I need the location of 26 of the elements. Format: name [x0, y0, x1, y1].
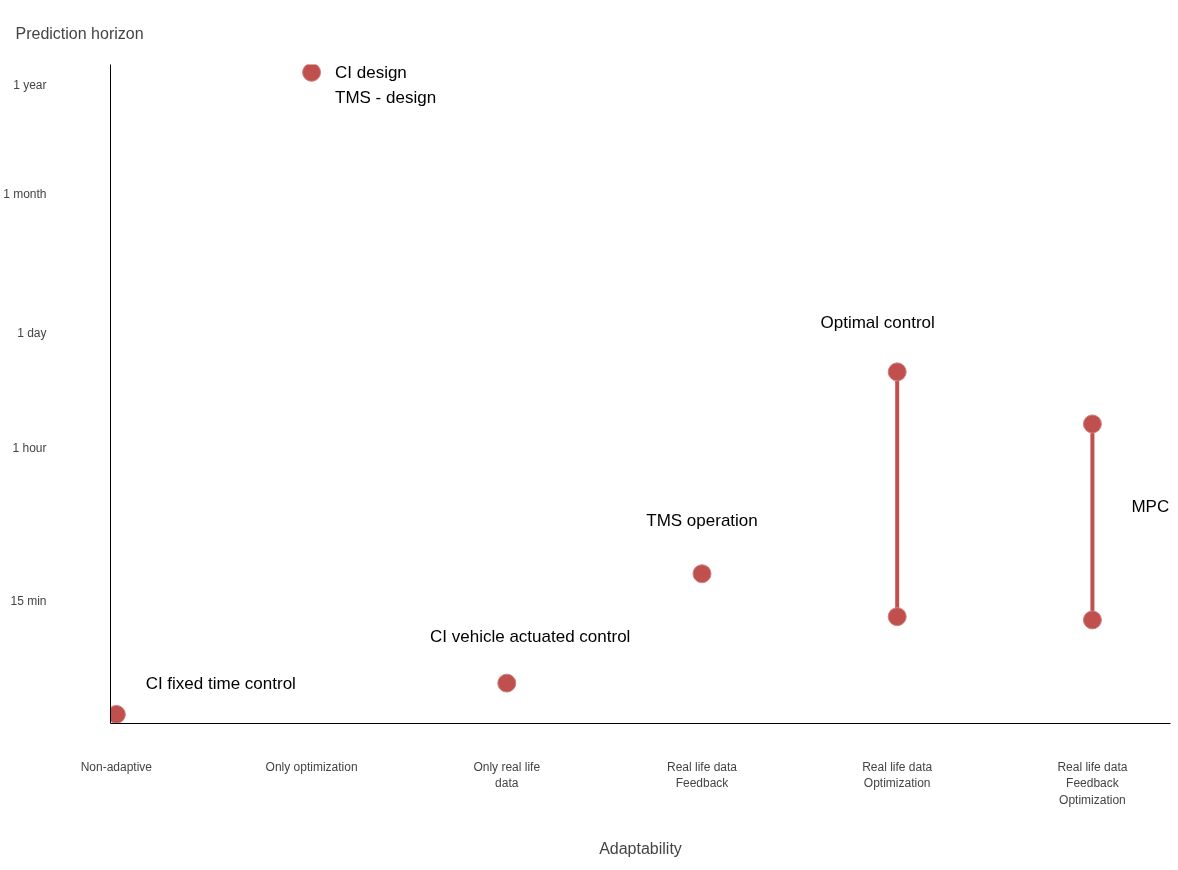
x-axis-title: Adaptability [599, 840, 682, 858]
annotation: CI fixed time control [145, 673, 296, 693]
annotation: MPC [1131, 497, 1170, 517]
x-tick-label: Real life data Feedback Optimization [1057, 759, 1128, 808]
text: 1 year [13, 78, 47, 93]
text: 15 min [10, 594, 47, 609]
x-tick-label: Non-adaptive [80, 759, 153, 774]
x-tick-label: Only optimization [265, 759, 358, 774]
point [302, 64, 322, 82]
point [1082, 610, 1102, 630]
point [497, 673, 517, 693]
y-axis-title: Prediction horizon [15, 25, 144, 42]
text: 1 day [17, 326, 47, 341]
x-tick-label: Real life data Optimization [862, 759, 933, 791]
annotation: TMS operation [646, 510, 758, 530]
point [887, 362, 907, 382]
text: 1 month [3, 187, 47, 202]
annotation: Optimal control [820, 312, 935, 332]
annotation: CI vehicle actuated control [430, 626, 631, 646]
point [692, 564, 712, 584]
annotation: CI design TMS - design [334, 62, 437, 108]
point [887, 607, 907, 627]
x-tick-label: Only real life data [473, 759, 541, 791]
text: 1 hour [12, 441, 47, 456]
point [1082, 414, 1102, 434]
x-tick-label: Real life data Feedback [666, 759, 738, 791]
